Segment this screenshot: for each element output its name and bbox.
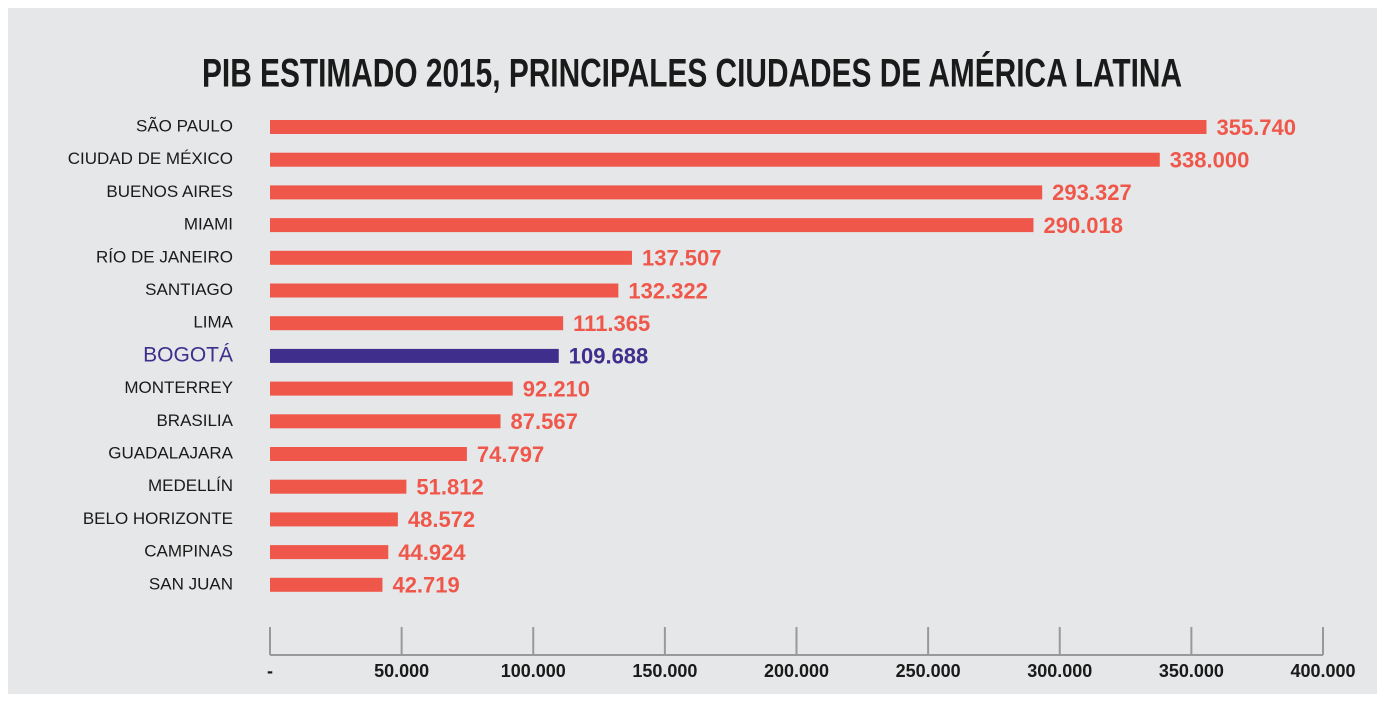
x-tick-label: 200.000: [764, 661, 829, 681]
x-tick-label: 250.000: [896, 661, 961, 681]
category-label: BRASILIA: [156, 411, 233, 430]
chart-title: PIB ESTIMADO 2015, PRINCIPALES CIUDADES …: [202, 51, 1182, 96]
bar: [270, 152, 1160, 167]
value-label: 338.000: [1170, 148, 1250, 173]
bar: [270, 479, 407, 494]
x-tick-label: 150.000: [632, 661, 697, 681]
value-label: 44.924: [398, 540, 466, 565]
category-label: BOGOTÁ: [143, 343, 233, 366]
x-tick-label: 50.000: [374, 661, 429, 681]
category-label: SAN JUAN: [149, 574, 233, 593]
value-label: 132.322: [628, 278, 708, 303]
x-tick-label: -: [267, 661, 273, 681]
value-label: 51.812: [416, 475, 483, 500]
category-label: SANTIAGO: [145, 280, 233, 299]
value-label: 42.719: [392, 573, 459, 598]
category-label: RÍO DE JANEIRO: [96, 247, 233, 266]
x-tick-label: 300.000: [1027, 661, 1092, 681]
category-label: CIUDAD DE MÉXICO: [68, 149, 233, 168]
category-label: MEDELLÍN: [148, 476, 233, 495]
value-label: 111.365: [573, 311, 650, 336]
bar: [270, 316, 564, 331]
value-label: 92.210: [523, 376, 590, 401]
bar: [270, 185, 1043, 200]
bar: [270, 283, 619, 298]
bar: [270, 381, 513, 396]
value-label: 293.327: [1052, 180, 1132, 205]
category-label: MIAMI: [184, 215, 233, 234]
value-label: 87.567: [511, 409, 578, 434]
category-label: SÃO PAULO: [136, 116, 233, 135]
value-label: 109.688: [569, 344, 649, 369]
value-label: 74.797: [477, 442, 544, 467]
bar: [270, 414, 501, 429]
bar: [270, 447, 467, 461]
category-label: BELO HORIZONTE: [83, 509, 233, 528]
value-label: 290.018: [1043, 213, 1123, 238]
bar: [270, 348, 559, 363]
bar: [270, 512, 398, 527]
category-label: BUENOS AIRES: [106, 182, 233, 201]
x-tick-label: 350.000: [1159, 661, 1224, 681]
value-label: 137.507: [642, 246, 722, 271]
category-label: GUADALAJARA: [108, 443, 233, 462]
category-label: CAMPINAS: [144, 542, 233, 561]
bar: [270, 545, 389, 560]
value-label: 48.572: [408, 507, 475, 532]
bar: [270, 250, 632, 265]
category-label: LIMA: [193, 313, 233, 332]
category-label: MONTERREY: [124, 378, 233, 397]
x-tick-label: 100.000: [501, 661, 566, 681]
bar: [270, 120, 1207, 134]
bar: [270, 577, 383, 592]
x-tick-label: 400.000: [1290, 661, 1355, 681]
value-label: 355.740: [1216, 115, 1296, 140]
bar: [270, 218, 1034, 233]
